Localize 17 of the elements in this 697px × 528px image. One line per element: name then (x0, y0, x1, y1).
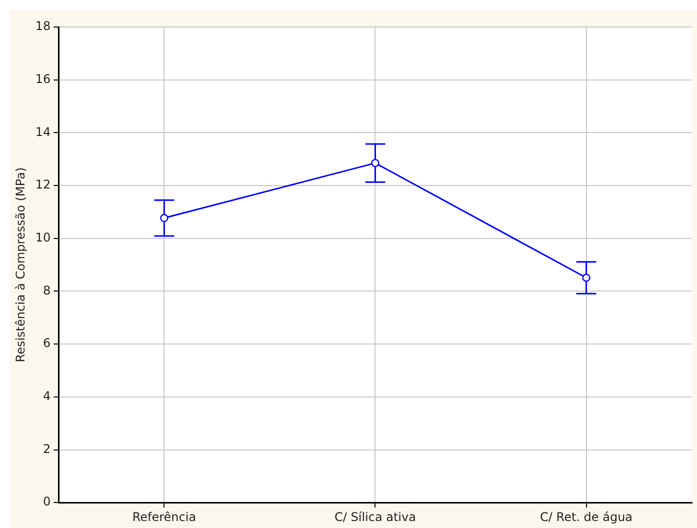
y-tick-label: 12 (35, 178, 51, 192)
point (371, 158, 380, 168)
point (160, 214, 168, 222)
x-tick-label: C/ Ret. de água (540, 510, 633, 524)
y-tick-label: 14 (35, 124, 51, 139)
y-tick-label: 16 (35, 72, 51, 86)
y-tick-label: 6 (43, 336, 51, 350)
y-tick-label: 10 (35, 230, 51, 245)
point (582, 274, 590, 282)
y-tick-label: 18 (35, 19, 51, 34)
y-axis-title: Resistência à Compressão (MPa) (13, 167, 28, 362)
y-tick-label: 8 (43, 283, 51, 298)
x-tick-label: C/ Sílica ativa (334, 510, 416, 524)
x-tick-label: Referência (132, 510, 196, 524)
y-tick-label: 4 (43, 389, 51, 404)
y-tick-label: 0 (43, 494, 51, 509)
y-tick-label: 2 (43, 442, 51, 456)
